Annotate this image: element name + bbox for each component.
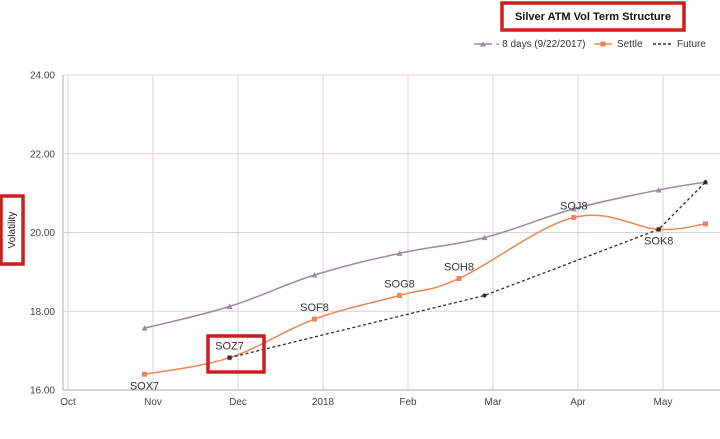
ylabel-highlight-box (0, 194, 25, 266)
y-tick-label: 16.00 (30, 386, 55, 397)
point-minus8 (396, 250, 403, 256)
legend-marker-minus8 (480, 41, 486, 47)
y-tick-label: 24.00 (30, 71, 55, 82)
x-tick-label: 2018 (312, 397, 335, 408)
point-label-sok8: SOK8 (644, 235, 673, 247)
point-minus8 (570, 205, 577, 212)
point-minus8 (655, 186, 662, 193)
y-tick-label: 20.00 (30, 228, 55, 239)
title-highlight-box (500, 1, 686, 32)
x-tick-label: May (654, 397, 673, 408)
chart-title: Silver ATM Vol Term Structure (515, 11, 671, 23)
y-axis-ticks: 16.00 18.00 20.00 22.00 24.00 (30, 71, 55, 397)
point-minus8 (141, 325, 148, 331)
x-tick-label: Oct (60, 397, 76, 408)
point-settle (142, 371, 147, 377)
point-labels: SOX7 SOZ7 SOF8 SOG8 SOH8 SOJ8 SOK8 (130, 201, 674, 393)
point-label-sof8: SOF8 (300, 302, 329, 314)
y-tick-label: 22.00 (30, 149, 55, 160)
x-axis-ticks: Oct Nov Dec 2018 Feb Mar Apr May (60, 397, 672, 408)
point-label-soh8: SOH8 (444, 262, 474, 274)
series-line-minus8 (144, 181, 706, 329)
x-tick-label: Dec (229, 397, 247, 408)
point-label-soj8: SOJ8 (560, 201, 588, 213)
x-tick-label: Nov (144, 397, 162, 408)
point-future (656, 227, 661, 232)
legend: - 8 days (9/22/2017) Settle Future (474, 39, 706, 50)
point-label-sog8: SOG8 (384, 279, 415, 291)
series-layer (141, 179, 709, 377)
point-label-soz7: SOZ7 (215, 341, 244, 353)
point-minus8 (226, 303, 233, 310)
point-minus8 (481, 234, 488, 241)
y-tick-label: 18.00 (30, 307, 55, 318)
point-settle (571, 215, 577, 221)
point-future (482, 293, 487, 298)
x-tick-label: Apr (570, 397, 586, 408)
legend-label-minus8: - 8 days (9/22/2017) (496, 39, 586, 50)
x-tick-label: Mar (484, 397, 502, 408)
point-minus8 (311, 272, 318, 278)
legend-label-settle: Settle (617, 39, 643, 50)
legend-label-future: Future (677, 39, 706, 50)
series-line-settle (144, 214, 706, 375)
point-settle (456, 276, 462, 282)
grid (62, 74, 720, 391)
point-future (227, 355, 232, 360)
legend-marker-settle (600, 41, 606, 47)
y-axis-label: Volatility (7, 212, 18, 249)
soz7-highlight-box (206, 334, 266, 374)
point-future (703, 180, 708, 185)
point-settle (312, 316, 317, 322)
x-tick-label: Feb (399, 397, 417, 408)
point-label-sox7: SOX7 (130, 380, 159, 392)
point-settle (397, 293, 402, 298)
point-settle (703, 221, 708, 227)
